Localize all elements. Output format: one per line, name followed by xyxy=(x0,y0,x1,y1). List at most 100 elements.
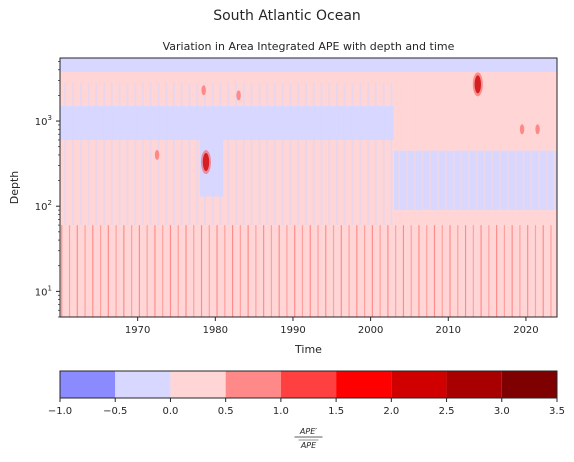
figure-suptitle: South Atlantic Ocean xyxy=(213,8,361,24)
heatmap-band xyxy=(390,82,393,226)
heatmap-shallow-streak xyxy=(301,225,304,317)
heatmap-band xyxy=(421,82,424,226)
heatmap-shallow-streak xyxy=(472,225,474,317)
heatmap-shallow-streak xyxy=(294,225,296,317)
colorbar-label: APE′ APE xyxy=(294,427,323,450)
heatmap-band xyxy=(336,82,339,226)
heatmap-band xyxy=(343,82,346,226)
heatmap-band xyxy=(537,82,540,226)
colorbar-tick-label: 2.5 xyxy=(439,406,455,417)
heatmap-band xyxy=(437,82,439,226)
heatmap-hotspot xyxy=(236,90,241,101)
heatmap-shallow-streak xyxy=(325,225,327,317)
colorbar-segment xyxy=(60,371,116,398)
heatmap-band xyxy=(188,82,191,226)
colorbar-segment xyxy=(446,371,502,398)
heatmap-band xyxy=(118,82,121,226)
heatmap-band xyxy=(297,82,300,226)
heatmap-hotspot xyxy=(519,124,525,135)
heatmap-band xyxy=(413,82,416,226)
heatmap-band xyxy=(227,82,230,226)
heatmap-band xyxy=(126,82,129,226)
heatmap-shallow-streak xyxy=(441,225,443,317)
heatmap-shallow-streak xyxy=(286,225,288,317)
x-tick-label: 2010 xyxy=(436,325,461,336)
heatmap-shallow-streak xyxy=(534,225,537,317)
heatmap-band xyxy=(266,82,269,226)
heatmap-shallow-streak xyxy=(224,225,226,317)
heatmap-shallow-streak xyxy=(542,225,544,317)
heatmap-shallow-streak xyxy=(488,225,490,317)
heatmap-band xyxy=(351,82,354,226)
heatmap-band xyxy=(312,82,315,226)
heatmap-region xyxy=(60,58,557,72)
heatmap-shallow-streak xyxy=(464,225,467,317)
heatmap-shallow-streak xyxy=(169,225,172,317)
heatmap-shallow-streak xyxy=(115,225,117,317)
heatmap-band xyxy=(87,82,90,226)
heatmap-shallow-streak xyxy=(270,225,273,317)
heatmap-band xyxy=(180,82,183,226)
heatmap-band xyxy=(196,82,199,226)
heatmap-band xyxy=(211,82,214,226)
heatmap-shallow-streak xyxy=(457,225,459,317)
heatmap-shallow-streak xyxy=(371,225,373,317)
heatmap-shallow-streak xyxy=(496,225,498,317)
heatmap-shallow-streak xyxy=(107,225,109,317)
heatmap-shallow-streak xyxy=(162,225,164,317)
heatmap-hotspot xyxy=(154,149,160,160)
heatmap-shallow-streak xyxy=(68,225,71,317)
heatmap-band xyxy=(405,82,408,226)
x-tick-label: 1970 xyxy=(125,325,150,336)
colorbar-label-numerator: APE′ xyxy=(299,427,317,436)
heatmap-shallow-streak xyxy=(527,225,529,317)
heatmap-shallow-streak xyxy=(340,225,342,317)
heatmap-band xyxy=(305,82,307,226)
heatmap-shallow-streak xyxy=(356,225,358,317)
heatmap-region xyxy=(60,106,394,140)
heatmap-region xyxy=(60,225,557,317)
heatmap-shallow-streak xyxy=(255,225,257,317)
heatmap-band xyxy=(553,82,556,226)
y-tick-label: 103 xyxy=(35,114,52,128)
heatmap-band xyxy=(460,82,463,226)
plot-frame xyxy=(59,57,558,318)
heatmap-band xyxy=(506,82,509,226)
heatmap-shallow-streak xyxy=(247,225,249,317)
y-tick-exponent: 1 xyxy=(48,284,52,292)
heatmap-band xyxy=(281,82,284,226)
heatmap-shallow-streak xyxy=(511,225,513,317)
heatmap-band xyxy=(468,82,471,226)
heatmap-band xyxy=(359,82,362,226)
heatmap-band xyxy=(134,82,137,226)
heatmap-band xyxy=(491,82,494,226)
heatmap-shallow-streak xyxy=(550,225,552,317)
colorbar-tick-label: −0.5 xyxy=(103,406,127,417)
heatmap-band xyxy=(444,82,447,226)
heatmap-shallow-streak xyxy=(480,225,482,317)
x-tick-label: 1990 xyxy=(280,325,305,336)
heatmap-band xyxy=(522,82,525,226)
heatmap-band xyxy=(95,82,98,226)
heatmap-hotspot xyxy=(535,124,540,135)
heatmap-band xyxy=(545,82,548,226)
heatmap-shallow-streak xyxy=(185,225,187,317)
x-axis-label: Time xyxy=(294,343,322,356)
heatmap-hotspot-halo xyxy=(200,150,211,175)
colorbar-tick-label: 3.0 xyxy=(494,406,510,417)
heatmap-shallow-streak xyxy=(146,225,148,317)
heatmap-band xyxy=(141,82,144,226)
heatmap-band xyxy=(79,82,82,226)
heatmap-band xyxy=(250,82,253,226)
heatmap-band xyxy=(110,82,113,226)
heatmap-shallow-streak xyxy=(503,225,505,317)
heatmap-shallow-streak xyxy=(418,225,420,317)
heatmap-band xyxy=(289,82,292,226)
heatmap-shallow-streak xyxy=(154,225,156,317)
heatmap-band xyxy=(382,82,385,226)
heatmap-shallow-streak xyxy=(131,225,133,317)
heatmap-band xyxy=(219,82,222,226)
heatmap-shallow-streak xyxy=(263,225,265,317)
heatmap-shallow-streak xyxy=(348,225,350,317)
